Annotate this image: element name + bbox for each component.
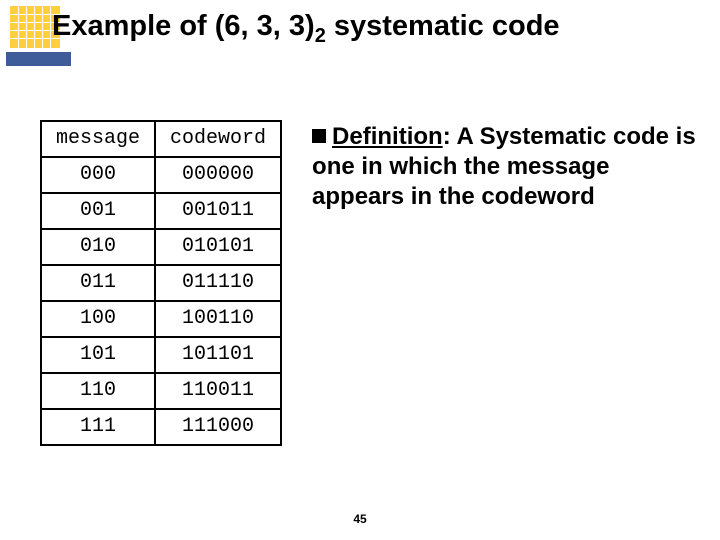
title-sub: 2 <box>315 25 326 47</box>
bullet-icon <box>312 129 326 143</box>
col-header-codeword: codeword <box>155 121 281 157</box>
title-pre: Example of (6, 3, 3) <box>52 10 315 42</box>
col-header-message: message <box>41 121 155 157</box>
table-row: 110110011 <box>41 373 281 409</box>
table-header-row: message codeword <box>41 121 281 157</box>
table-row: 010010101 <box>41 229 281 265</box>
table-row: 001001011 <box>41 193 281 229</box>
slide-title: Example of (6, 3, 3)2 systematic code <box>52 10 560 48</box>
page-number: 45 <box>353 512 366 526</box>
definition-block: Definition: A Systematic code is one in … <box>312 120 700 446</box>
table-row: 000000000 <box>41 157 281 193</box>
table-row: 100100110 <box>41 301 281 337</box>
code-table: message codeword 000000000 001001011 010… <box>40 120 282 446</box>
table-row: 011011110 <box>41 265 281 301</box>
title-post: systematic code <box>326 10 560 42</box>
table-row: 101101101 <box>41 337 281 373</box>
definition-label: Definition <box>332 123 443 150</box>
table-row: 111111000 <box>41 409 281 445</box>
